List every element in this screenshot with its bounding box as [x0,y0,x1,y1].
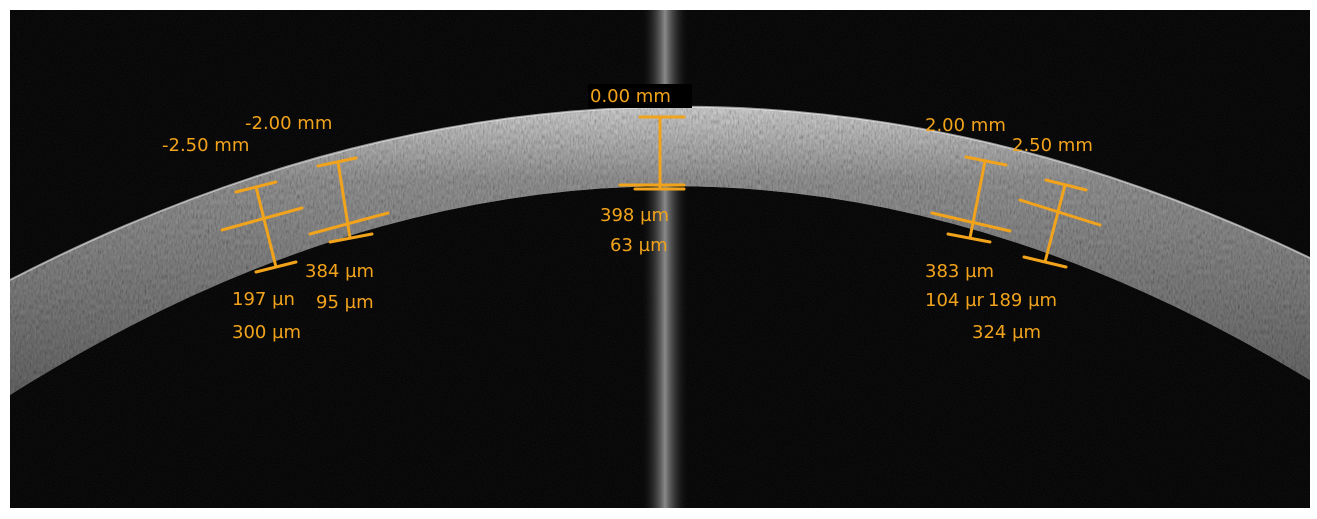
thickness-label: 300 µm [232,322,301,343]
thickness-label: 324 µm [972,322,1041,343]
page: {"sites": [ {"position": "-2.50 mm", "va… [0,0,1317,515]
thickness-label: 398 µm [600,205,669,226]
position-label: 2.00 mm [925,115,1006,136]
thickness-label: 197 µn [232,289,295,310]
position-label: 0.00 mm [590,86,671,107]
thickness-label: 384 µm [305,261,374,282]
position-label: -2.00 mm [245,113,332,134]
thickness-label: 189 µm [988,290,1057,311]
thickness-label: 104 µr [925,290,985,311]
thickness-label: 383 µm [925,261,994,282]
thickness-label: 95 µm [316,292,374,313]
position-label: 2.50 mm [1012,135,1093,156]
thickness-label: 63 µm [610,235,668,256]
oct-scan: 0.00 mm -2.00 mm -2.50 mm 2.00 mm 2.50 m… [0,0,1317,515]
position-label: -2.50 mm [162,135,249,156]
